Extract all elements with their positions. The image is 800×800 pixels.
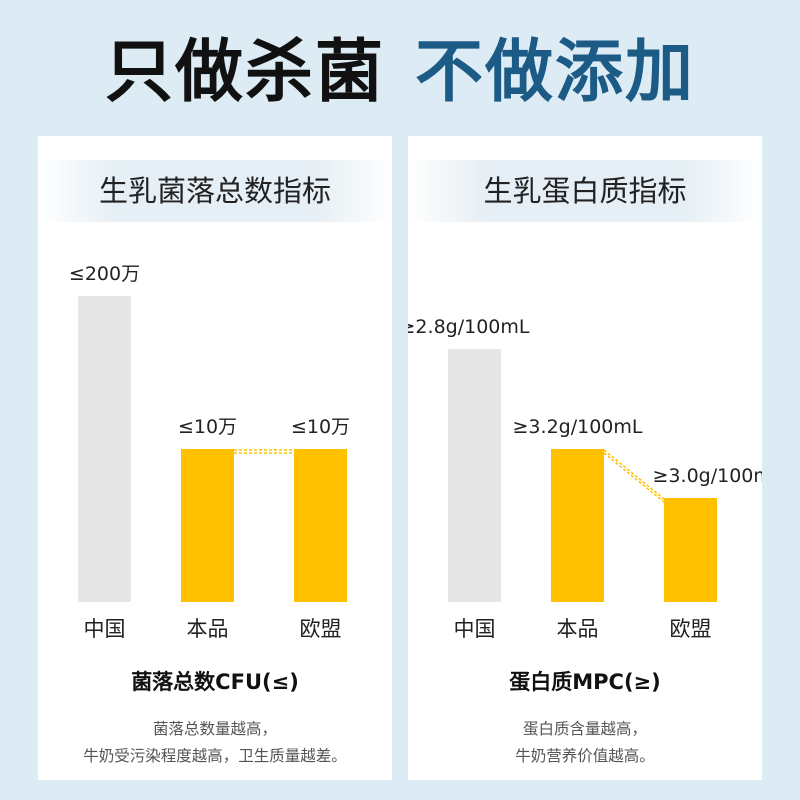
bar-eu (294, 449, 347, 602)
panel-title: 生乳菌落总数指标 (98, 174, 331, 208)
metric-desc-line: 牛奶营养价值越高。 (515, 747, 655, 765)
headline-part1: 只做杀菌 (104, 33, 385, 112)
bar-connector-line (603, 449, 665, 500)
headline-part2: 不做添加 (415, 33, 696, 112)
bar-china (448, 349, 501, 602)
category-label: 本品 (187, 617, 229, 641)
panel-protein: 生乳蛋白质指标 ≥2.8g/100mL 中国 ≥3.2g/100mL 本品 ≥3.0g/… (408, 136, 762, 780)
bar-value-label: ≥3.0g/100mL (653, 465, 762, 487)
metric-desc-line: 菌落总数量越高， (152, 720, 277, 738)
panel-cfu: 生乳菌落总数指标 ≤200万 中国 ≤10万 本品 ≤10万 欧盟 菌落总数CFU(≤) … (38, 136, 392, 780)
bar-china (78, 296, 131, 602)
bar-product (551, 449, 604, 602)
bar-value-label: ≥2.8g/100mL (408, 316, 530, 338)
bar-product (181, 449, 234, 602)
category-label: 欧盟 (670, 617, 712, 641)
metric-desc-line: 蛋白质含量越高， (522, 720, 647, 738)
metric-title: 蛋白质MPC(≥) (509, 670, 661, 694)
bar-eu (664, 498, 717, 602)
panel-title: 生乳蛋白质指标 (483, 174, 687, 208)
category-label: 欧盟 (300, 617, 342, 641)
panel-title-bar: 生乳菌落总数指标 (38, 160, 392, 222)
panel-title-bar: 生乳蛋白质指标 (408, 160, 762, 222)
category-label: 本品 (557, 617, 599, 641)
category-label: 中国 (84, 617, 126, 641)
bar-value-label: ≤10万 (178, 416, 237, 438)
metric-desc-line: 牛奶受污染程度越高，卫生质量越差。 (83, 747, 347, 765)
metric-title: 菌落总数CFU(≤) (131, 670, 299, 694)
metric-description: 菌落总数量越高， 牛奶受污染程度越高，卫生质量越差。 (38, 716, 392, 770)
headline: 只做杀菌 不做添加 (0, 28, 800, 118)
bar-value-label: ≥3.2g/100mL (513, 416, 643, 438)
bar-value-label: ≤200万 (69, 263, 140, 285)
bar-value-label: ≤10万 (291, 416, 350, 438)
protein-chart: ≥2.8g/100mL 中国 ≥3.2g/100mL 本品 ≥3.0g/100mL 欧盟 (408, 316, 762, 641)
bar-connector-line (603, 452, 665, 503)
metric-description: 蛋白质含量越高， 牛奶营养价值越高。 (408, 716, 762, 770)
category-label: 中国 (454, 617, 496, 641)
